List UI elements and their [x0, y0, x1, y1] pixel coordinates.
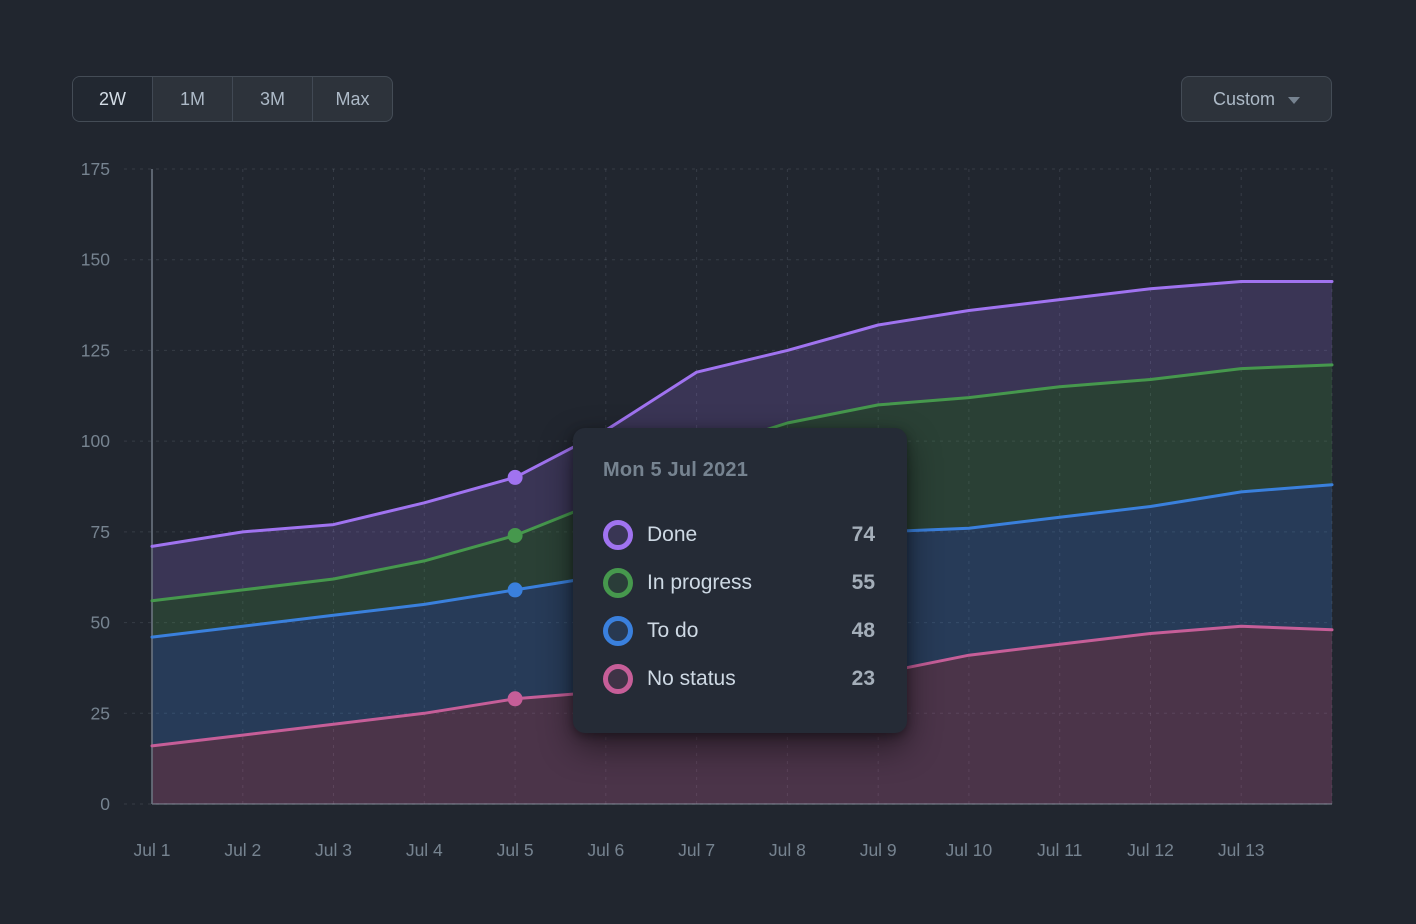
x-tick-label: Jul 5: [497, 840, 534, 860]
x-tick-label: Jul 11: [1037, 840, 1082, 860]
y-tick-label: 125: [81, 340, 110, 360]
no-status-series-icon: [603, 664, 633, 694]
x-tick-label: Jul 7: [678, 840, 715, 860]
x-tick-label: Jul 13: [1218, 840, 1265, 860]
tooltip-row-label: Done: [647, 523, 698, 546]
x-tick-label: Jul 3: [315, 840, 352, 860]
tooltip-row-in-progress: In progress 55: [603, 559, 875, 607]
tooltip-row-label: To do: [647, 619, 699, 642]
data-point-in-progress[interactable]: [507, 528, 523, 543]
tooltip-date: Mon 5 Jul 2021: [603, 459, 749, 481]
tooltip-row-value: 74: [851, 523, 875, 546]
data-point-done[interactable]: [507, 469, 523, 485]
range-button-max[interactable]: Max: [312, 77, 392, 121]
range-button-2w[interactable]: 2W: [73, 77, 152, 121]
data-point-to-do[interactable]: [507, 582, 523, 598]
custom-range-dropdown[interactable]: Custom: [1181, 76, 1332, 122]
y-tick-label: 50: [91, 613, 111, 633]
tooltip-rows: Done 74 In progress 55 To do 48 No statu…: [603, 511, 875, 703]
tooltip-row-label: No status: [647, 667, 736, 690]
tooltip-row-done: Done 74: [603, 511, 875, 559]
x-tick-label: Jul 12: [1127, 840, 1174, 860]
y-tick-label: 0: [100, 794, 110, 814]
x-tick-label: Jul 9: [860, 840, 897, 860]
y-tick-label: 150: [81, 250, 110, 270]
chart-tooltip: Mon 5 Jul 2021 Done 74 In progress 55 To…: [573, 428, 907, 733]
custom-range-label: Custom: [1212, 88, 1275, 109]
y-tick-label: 25: [91, 703, 110, 723]
done-series-icon: [603, 520, 633, 550]
tooltip-row-to-do: To do 48: [603, 607, 875, 655]
y-tick-label: 175: [81, 159, 110, 179]
tooltip-row-label: In progress: [647, 571, 753, 594]
x-tick-label: Jul 1: [134, 840, 171, 860]
range-button-3m[interactable]: 3M: [232, 77, 312, 121]
to-do-series-icon: [603, 616, 633, 646]
tooltip-row-value: 55: [851, 571, 875, 594]
time-range-selector: 2W 1M 3M Max: [72, 76, 393, 122]
in-progress-series-icon: [603, 568, 633, 598]
chevron-down-icon: [1288, 96, 1300, 104]
gridlines: [124, 168, 1333, 805]
x-tick-label: Jul 10: [946, 840, 993, 860]
range-button-1m[interactable]: 1M: [152, 77, 232, 121]
x-tick-label: Jul 8: [769, 840, 806, 860]
tooltip-row-value: 48: [851, 619, 875, 642]
y-tick-label: 100: [81, 431, 110, 451]
x-axis-labels: Jul 1 Jul 2 Jul 3 Jul 4 Jul 5 Jul 6 Jul 7 Jul 8…: [134, 840, 1265, 860]
x-tick-label: Jul 6: [587, 840, 624, 860]
tooltip-row-value: 23: [851, 667, 875, 690]
line-done: [150, 280, 1334, 548]
y-axis-labels: 0 25 50 75 100 125 150 175: [81, 159, 110, 814]
area-done: [152, 281, 1332, 601]
y-tick-label: 75: [91, 522, 110, 542]
x-tick-label: Jul 2: [224, 840, 261, 860]
x-tick-label: Jul 4: [406, 840, 443, 860]
highlight-dots: [507, 469, 523, 707]
data-point-no-status[interactable]: [507, 691, 523, 707]
tooltip-row-no-status: No status 23: [603, 655, 875, 703]
